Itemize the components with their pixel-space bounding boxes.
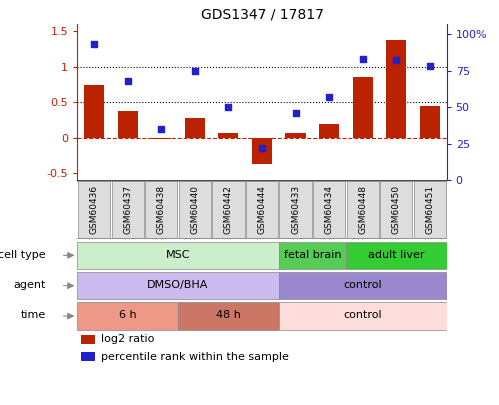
Text: adult liver: adult liver (368, 250, 425, 260)
FancyBboxPatch shape (380, 181, 412, 238)
Text: time: time (20, 311, 46, 320)
Point (291, 110, 299, 116)
Text: GSM60444: GSM60444 (257, 185, 266, 234)
Bar (77, 303, 178, 330)
Bar (319, 124, 339, 138)
Text: GSM60438: GSM60438 (157, 185, 166, 234)
Bar (151, 138, 171, 139)
FancyBboxPatch shape (313, 181, 345, 238)
Text: control: control (343, 311, 382, 320)
Bar (81, 335, 95, 343)
Text: fetal brain: fetal brain (283, 250, 341, 260)
Point (258, 145, 266, 151)
Point (90, 41, 98, 47)
Point (225, 104, 233, 111)
Bar (84, 85, 104, 138)
Bar (285, 133, 305, 138)
Point (392, 57, 400, 64)
Text: GSM60436: GSM60436 (90, 185, 99, 234)
FancyBboxPatch shape (279, 181, 312, 238)
Bar (77, 272, 279, 299)
Text: agent: agent (13, 280, 46, 290)
Text: 48 h: 48 h (216, 311, 241, 320)
Title: GDS1347 / 17817: GDS1347 / 17817 (201, 8, 323, 22)
FancyBboxPatch shape (414, 181, 446, 238)
Bar (279, 272, 447, 299)
Bar (353, 77, 373, 138)
Text: GSM60434: GSM60434 (325, 185, 334, 234)
Bar (219, 133, 239, 138)
Text: GSM60450: GSM60450 (392, 185, 401, 234)
Bar (118, 111, 138, 138)
Text: 6 h: 6 h (119, 311, 137, 320)
Text: control: control (343, 280, 382, 290)
Bar (279, 242, 346, 269)
FancyBboxPatch shape (347, 181, 379, 238)
Bar (81, 352, 95, 361)
Text: GSM60448: GSM60448 (358, 185, 367, 234)
Text: percentile rank within the sample: percentile rank within the sample (101, 352, 289, 362)
FancyBboxPatch shape (246, 181, 278, 238)
Point (124, 78, 132, 84)
Text: GSM60440: GSM60440 (190, 185, 199, 234)
Text: log2 ratio: log2 ratio (101, 335, 155, 344)
Bar (77, 242, 279, 269)
Text: GSM60442: GSM60442 (224, 185, 233, 234)
Bar (279, 303, 447, 330)
Bar (386, 40, 406, 138)
Point (359, 55, 367, 62)
Bar (178, 303, 279, 330)
Point (325, 94, 333, 100)
Bar (420, 106, 440, 138)
FancyBboxPatch shape (78, 181, 110, 238)
Bar (252, 138, 272, 164)
Text: DMSO/BHA: DMSO/BHA (147, 280, 209, 290)
Text: cell type: cell type (0, 250, 46, 260)
Bar (346, 242, 447, 269)
Text: GSM60451: GSM60451 (425, 185, 434, 234)
Bar (185, 118, 205, 138)
Text: GSM60437: GSM60437 (123, 185, 132, 234)
Text: GSM60433: GSM60433 (291, 185, 300, 234)
Point (157, 126, 165, 132)
FancyBboxPatch shape (145, 181, 177, 238)
Point (191, 67, 199, 74)
FancyBboxPatch shape (212, 181, 245, 238)
FancyBboxPatch shape (179, 181, 211, 238)
Point (426, 63, 434, 69)
Text: MSC: MSC (166, 250, 190, 260)
FancyBboxPatch shape (112, 181, 144, 238)
